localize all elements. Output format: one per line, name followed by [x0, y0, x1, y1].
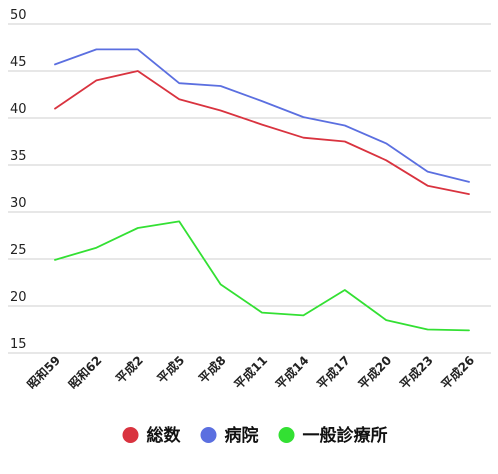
- x-tick-label: 平成26: [438, 353, 477, 392]
- x-tick-label: 平成20: [355, 353, 394, 392]
- legend-label: 一般診療所: [303, 425, 388, 446]
- y-tick-label: 25: [10, 243, 27, 258]
- x-tick-label: 昭和59: [24, 353, 63, 392]
- legend: 総数 病院 一般診療所: [123, 425, 388, 446]
- x-tick-label: 平成14: [272, 353, 311, 392]
- legend-label: 病院: [225, 425, 259, 446]
- y-axis-ticks: 15 20 25 30 35 40 45 50: [10, 8, 27, 352]
- y-tick-label: 35: [10, 149, 27, 164]
- x-tick-label: 平成11: [231, 353, 270, 392]
- x-tick-label: 平成17: [314, 353, 353, 392]
- y-tick-label: 15: [10, 337, 27, 352]
- legend-marker-1: [201, 427, 217, 443]
- x-tick-label: 平成5: [154, 353, 187, 386]
- x-tick-label: 平成23: [396, 353, 435, 392]
- y-tick-label: 45: [10, 55, 27, 70]
- legend-marker-2: [279, 427, 295, 443]
- y-tick-label: 50: [10, 8, 27, 23]
- x-tick-label: 平成8: [195, 353, 228, 386]
- series-line-1: [55, 49, 469, 182]
- x-tick-label: 昭和62: [65, 353, 104, 392]
- series-lines: [55, 49, 469, 330]
- series-line-2: [55, 221, 469, 330]
- x-tick-label: 平成2: [112, 353, 145, 386]
- legend-label: 総数: [147, 425, 182, 446]
- legend-marker-0: [123, 427, 139, 443]
- y-tick-label: 30: [10, 196, 27, 211]
- series-line-0: [55, 71, 469, 194]
- y-tick-label: 20: [10, 290, 27, 305]
- y-tick-label: 40: [10, 102, 27, 117]
